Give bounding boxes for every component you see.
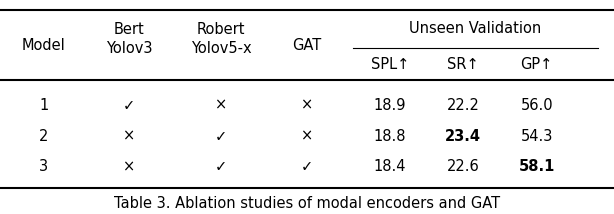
Text: Table 3. Ablation studies of modal encoders and GAT: Table 3. Ablation studies of modal encod…: [114, 196, 500, 211]
Text: SPL↑: SPL↑: [370, 57, 409, 72]
Text: 18.9: 18.9: [373, 98, 406, 113]
Text: ✓: ✓: [301, 159, 313, 174]
Text: SR↑: SR↑: [448, 57, 479, 72]
Text: ×: ×: [301, 98, 313, 113]
Text: Robert
Yolov5-x: Robert Yolov5-x: [191, 22, 252, 56]
Text: 18.8: 18.8: [373, 129, 406, 144]
Text: ×: ×: [215, 98, 227, 113]
Text: ×: ×: [301, 129, 313, 144]
Text: 22.6: 22.6: [447, 159, 480, 174]
Text: Model: Model: [21, 38, 66, 53]
Text: Bert
Yolov3: Bert Yolov3: [106, 22, 153, 56]
Text: GAT: GAT: [292, 38, 322, 53]
Text: 3: 3: [39, 159, 48, 174]
Text: 56.0: 56.0: [521, 98, 553, 113]
Text: ✓: ✓: [215, 159, 227, 174]
Text: Unseen Validation: Unseen Validation: [410, 21, 542, 36]
Text: 54.3: 54.3: [521, 129, 553, 144]
Text: ×: ×: [123, 159, 136, 174]
Text: 18.4: 18.4: [373, 159, 406, 174]
Text: ✓: ✓: [123, 98, 136, 113]
Text: 58.1: 58.1: [519, 159, 555, 174]
Text: 1: 1: [39, 98, 49, 113]
Text: GP↑: GP↑: [521, 57, 553, 72]
Text: ×: ×: [123, 129, 136, 144]
Text: 2: 2: [39, 129, 49, 144]
Text: 23.4: 23.4: [445, 129, 481, 144]
Text: ✓: ✓: [215, 129, 227, 144]
Text: 22.2: 22.2: [447, 98, 480, 113]
